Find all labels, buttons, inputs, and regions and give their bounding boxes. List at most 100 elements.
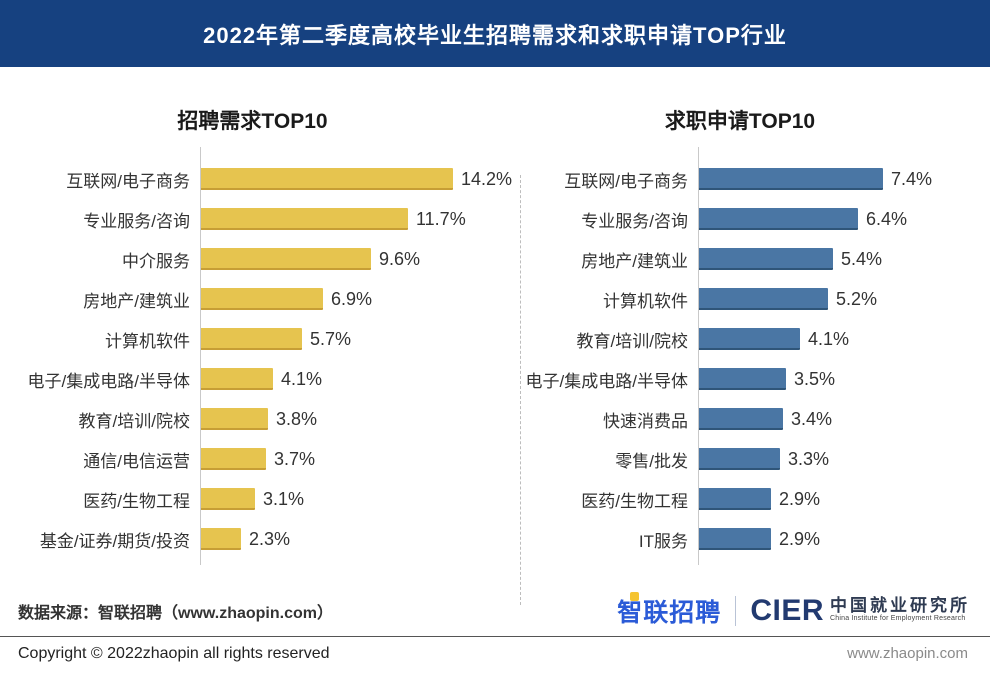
category-label: 医药/生物工程	[581, 491, 688, 511]
value-label: 3.4%	[791, 408, 833, 429]
bar	[698, 448, 780, 470]
bottom-strip: Copyright © 2022zhaopin all rights reser…	[0, 636, 990, 700]
source-row: 数据来源：智联招聘（www.zhaopin.com） 智联招聘 CIER 中国就…	[0, 588, 990, 634]
value-label: 2.3%	[249, 528, 291, 549]
chart-row: 中介服务 9.6%	[20, 239, 505, 279]
bar	[200, 288, 323, 310]
chart-row: 教育/培训/院校 4.1%	[520, 319, 975, 359]
category-label: 互联网/电子商务	[564, 171, 688, 191]
bar	[200, 448, 266, 470]
chart-row: 互联网/电子商务 7.4%	[520, 159, 975, 199]
category-label: 通信/电信运营	[83, 451, 190, 471]
vertical-dashed-divider	[520, 175, 521, 605]
bar	[698, 208, 858, 230]
bar	[698, 328, 800, 350]
chart-row: 通信/电信运营 3.7%	[20, 439, 505, 479]
cier-logo-text: CIER	[750, 594, 824, 627]
value-label: 6.4%	[866, 208, 908, 229]
value-label: 2.9%	[779, 528, 821, 549]
value-label: 5.7%	[310, 328, 352, 349]
value-label: 5.2%	[836, 288, 878, 309]
website-url: www.zhaopin.com	[847, 645, 968, 662]
chart-row: 专业服务/咨询 11.7%	[20, 199, 505, 239]
chart-row: 医药/生物工程 3.1%	[20, 479, 505, 519]
value-label: 3.1%	[263, 488, 305, 509]
category-label: 教育/培训/院校	[576, 331, 688, 351]
bar	[200, 168, 453, 190]
category-label: 教育/培训/院校	[78, 411, 190, 431]
category-label: 电子/集成电路/半导体	[27, 371, 190, 391]
category-label: IT服务	[638, 531, 688, 551]
chart-row: 互联网/电子商务 14.2%	[20, 159, 512, 199]
value-label: 9.6%	[379, 248, 421, 269]
chart-row: 快速消费品 3.4%	[520, 399, 975, 439]
chart-row: 房地产/建筑业 6.9%	[20, 279, 505, 319]
bar	[698, 368, 786, 390]
chart-job-applications: 求职申请TOP10 互联网/电子商务 7.4% 专业服务/咨询 6.4% 房地产/建筑业…	[505, 105, 975, 567]
chart-row: 零售/批发 3.3%	[520, 439, 975, 479]
chart-row: IT服务 2.9%	[520, 519, 975, 559]
category-label: 房地产/建筑业	[83, 291, 190, 311]
value-label: 7.4%	[891, 168, 933, 189]
category-label: 零售/批发	[615, 451, 688, 471]
chart-row: 电子/集成电路/半导体 3.5%	[520, 359, 975, 399]
category-label: 计算机软件	[603, 291, 688, 311]
bar	[698, 528, 771, 550]
value-label: 3.3%	[788, 448, 830, 469]
bar	[200, 248, 371, 270]
charts-area: 招聘需求TOP10 互联网/电子商务 14.2% 专业服务/咨询 11.7% 中介服务 9…	[0, 67, 990, 605]
bar	[200, 408, 268, 430]
logo-box: 智联招聘 CIER 中国就业研究所 China Institute for Em…	[617, 592, 970, 629]
chart-row: 电子/集成电路/半导体 4.1%	[20, 359, 505, 399]
value-label: 5.4%	[841, 248, 883, 269]
page-title: 2022年第二季度高校毕业生招聘需求和求职申请TOP行业	[203, 22, 787, 48]
chart-title-right: 求职申请TOP10	[664, 110, 816, 133]
bar	[698, 168, 883, 190]
category-label: 基金/证券/期货/投资	[39, 531, 190, 551]
category-label: 互联网/电子商务	[66, 171, 190, 191]
bar	[698, 288, 828, 310]
chart-rows-left: 互联网/电子商务 14.2% 专业服务/咨询 11.7% 中介服务 9.6% 房地产/建筑业…	[20, 147, 512, 565]
zhaopin-logo: 智联招聘	[617, 592, 722, 629]
chart-rows-right: 互联网/电子商务 7.4% 专业服务/咨询 6.4% 房地产/建筑业 5.4% 计算机软件 5…	[520, 147, 975, 565]
data-source-note: 数据来源：智联招聘（www.zhaopin.com）	[18, 605, 333, 622]
value-label: 11.7%	[416, 208, 466, 229]
copyright-text: Copyright © 2022zhaopin all rights reser…	[18, 645, 330, 662]
chart-row: 医药/生物工程 2.9%	[520, 479, 975, 519]
category-label: 医药/生物工程	[83, 491, 190, 511]
chart-row: 教育/培训/院校 3.8%	[20, 399, 505, 439]
chart-row: 房地产/建筑业 5.4%	[520, 239, 975, 279]
value-label: 3.5%	[794, 368, 836, 389]
category-label: 专业服务/咨询	[581, 211, 688, 231]
chart-recruitment-demand: 招聘需求TOP10 互联网/电子商务 14.2% 专业服务/咨询 11.7% 中介服务 9…	[0, 105, 512, 567]
bar	[200, 368, 273, 390]
value-label: 6.9%	[331, 288, 373, 309]
bar	[200, 488, 255, 510]
zhaopin-logo-yellow-dot-icon	[630, 592, 640, 601]
header-banner: 2022年第二季度高校毕业生招聘需求和求职申请TOP行业	[0, 0, 990, 67]
cier-chinese-name: 中国就业研究所	[830, 596, 970, 615]
value-label: 4.1%	[281, 368, 323, 389]
category-label: 专业服务/咨询	[83, 211, 190, 231]
chart-title-left: 招聘需求TOP10	[177, 110, 328, 133]
cier-logo: CIER 中国就业研究所 China Institute for Employm…	[750, 596, 970, 626]
category-label: 电子/集成电路/半导体	[525, 371, 688, 391]
bar	[698, 488, 771, 510]
chart-row: 专业服务/咨询 6.4%	[520, 199, 975, 239]
category-label: 房地产/建筑业	[581, 251, 688, 271]
bar	[698, 248, 833, 270]
chart-row: 基金/证券/期货/投资 2.3%	[20, 519, 505, 559]
zhaopin-logo-text: 智联招聘	[617, 599, 722, 627]
bar	[200, 208, 408, 230]
logo-separator	[735, 596, 737, 626]
value-label: 14.2%	[461, 168, 513, 189]
cier-english-name: China Institute for Employment Research	[830, 615, 966, 622]
chart-row: 计算机软件 5.7%	[20, 319, 505, 359]
value-label: 3.8%	[276, 408, 318, 429]
category-label: 快速消费品	[603, 411, 688, 431]
value-label: 3.7%	[274, 448, 316, 469]
chart-row: 计算机软件 5.2%	[520, 279, 975, 319]
value-label: 2.9%	[779, 488, 821, 509]
category-label: 计算机软件	[105, 331, 190, 351]
category-label: 中介服务	[122, 251, 190, 271]
